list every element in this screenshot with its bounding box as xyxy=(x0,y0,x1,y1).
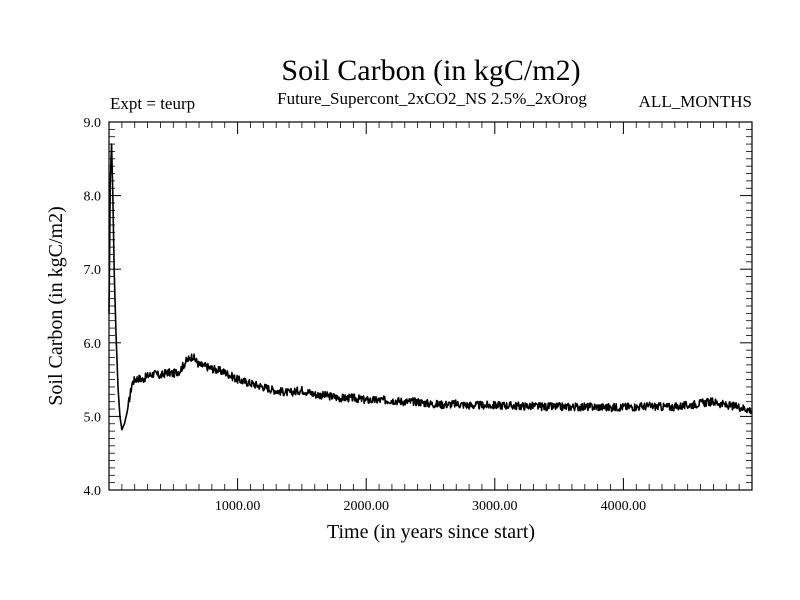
y-tick-label: 7.0 xyxy=(84,263,102,278)
minor-ticks xyxy=(109,122,752,490)
months-label: ALL_MONTHS xyxy=(639,92,752,111)
x-tick-label: 2000.00 xyxy=(343,499,389,514)
chart-title: Soil Carbon (in kgC/m2) xyxy=(281,54,580,87)
x-tick-labels: 1000.00 2000.00 3000.00 4000.00 xyxy=(215,499,646,514)
y-tick-label: 5.0 xyxy=(84,410,102,425)
y-tick-label: 4.0 xyxy=(84,484,102,499)
y-tick-label: 8.0 xyxy=(84,190,102,205)
x-tick-label: 4000.00 xyxy=(601,499,647,514)
experiment-label: Expt = teurp xyxy=(110,94,195,113)
experiment-name: Future_Supercont_2xCO2_NS 2.5%_2xOrog xyxy=(277,89,587,108)
major-ticks xyxy=(109,121,752,491)
x-tick-label: 1000.00 xyxy=(215,499,261,514)
y-tick-label: 6.0 xyxy=(84,337,102,352)
y-tick-labels: 4.0 5.0 6.0 7.0 8.0 9.0 xyxy=(84,116,102,499)
y-tick-label: 9.0 xyxy=(84,116,102,131)
plot-frame xyxy=(108,121,753,491)
x-tick-label: 3000.00 xyxy=(472,499,518,514)
x-axis-label: Time (in years since start) xyxy=(327,521,535,543)
y-axis-label: Soil Carbon (in kgC/m2) xyxy=(45,206,67,405)
soil-carbon-series-line xyxy=(108,143,753,431)
